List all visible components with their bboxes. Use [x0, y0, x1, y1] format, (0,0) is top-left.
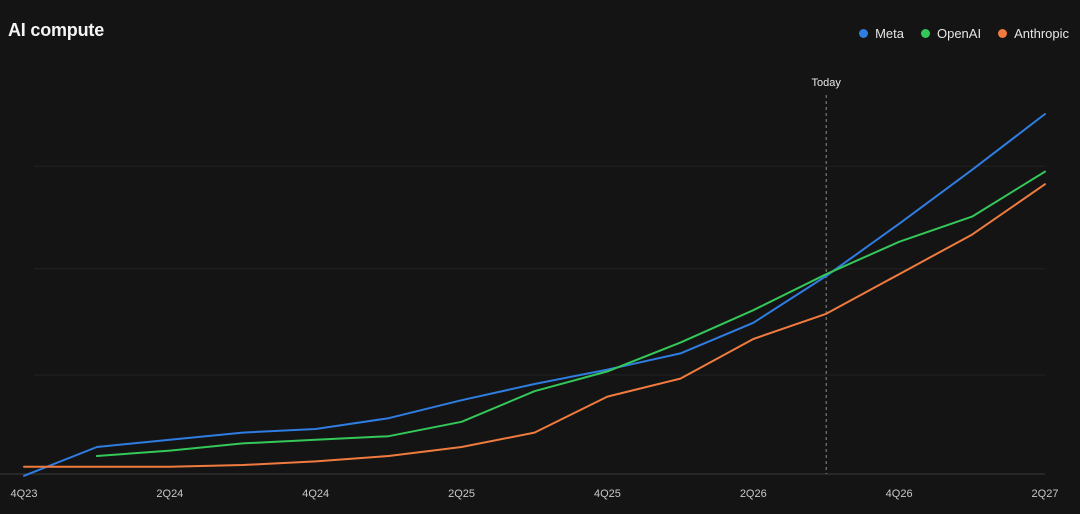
legend-item-meta[interactable]: Meta: [859, 26, 904, 41]
x-tick-label-2q24: 2Q24: [156, 488, 183, 500]
chart-title: AI compute: [8, 20, 105, 40]
legend-dot-anthropic: [998, 29, 1008, 38]
x-tick-label-4q26: 4Q26: [886, 488, 913, 500]
chart-legend: Meta OpenAI Anthropic: [859, 26, 1069, 41]
legend-item-openai[interactable]: OpenAI: [920, 26, 982, 41]
x-tick-label-2q25: 2Q25: [448, 488, 475, 500]
legend-label-anthropic: Anthropic: [1014, 26, 1069, 41]
x-tick-label-4q24: 4Q24: [302, 488, 329, 500]
series-line-openai: [95, 170, 1046, 457]
legend-dot-openai: [920, 29, 930, 38]
legend-dot-meta: [859, 29, 869, 38]
x-tick-label-4q25: 4Q25: [594, 488, 621, 500]
today-label: Today: [812, 77, 842, 89]
x-tick-label-2q26: 2Q26: [740, 488, 767, 500]
series-line-anthropic: [23, 183, 1046, 468]
series-line-meta: [23, 113, 1046, 477]
x-tick-label-2q27: 2Q27: [1032, 488, 1059, 500]
legend-label-openai: OpenAI: [936, 26, 982, 41]
legend-item-anthropic[interactable]: Anthropic: [998, 26, 1069, 41]
x-tick-label-4q23: 4Q23: [11, 488, 38, 500]
legend-label-meta: Meta: [875, 26, 904, 41]
